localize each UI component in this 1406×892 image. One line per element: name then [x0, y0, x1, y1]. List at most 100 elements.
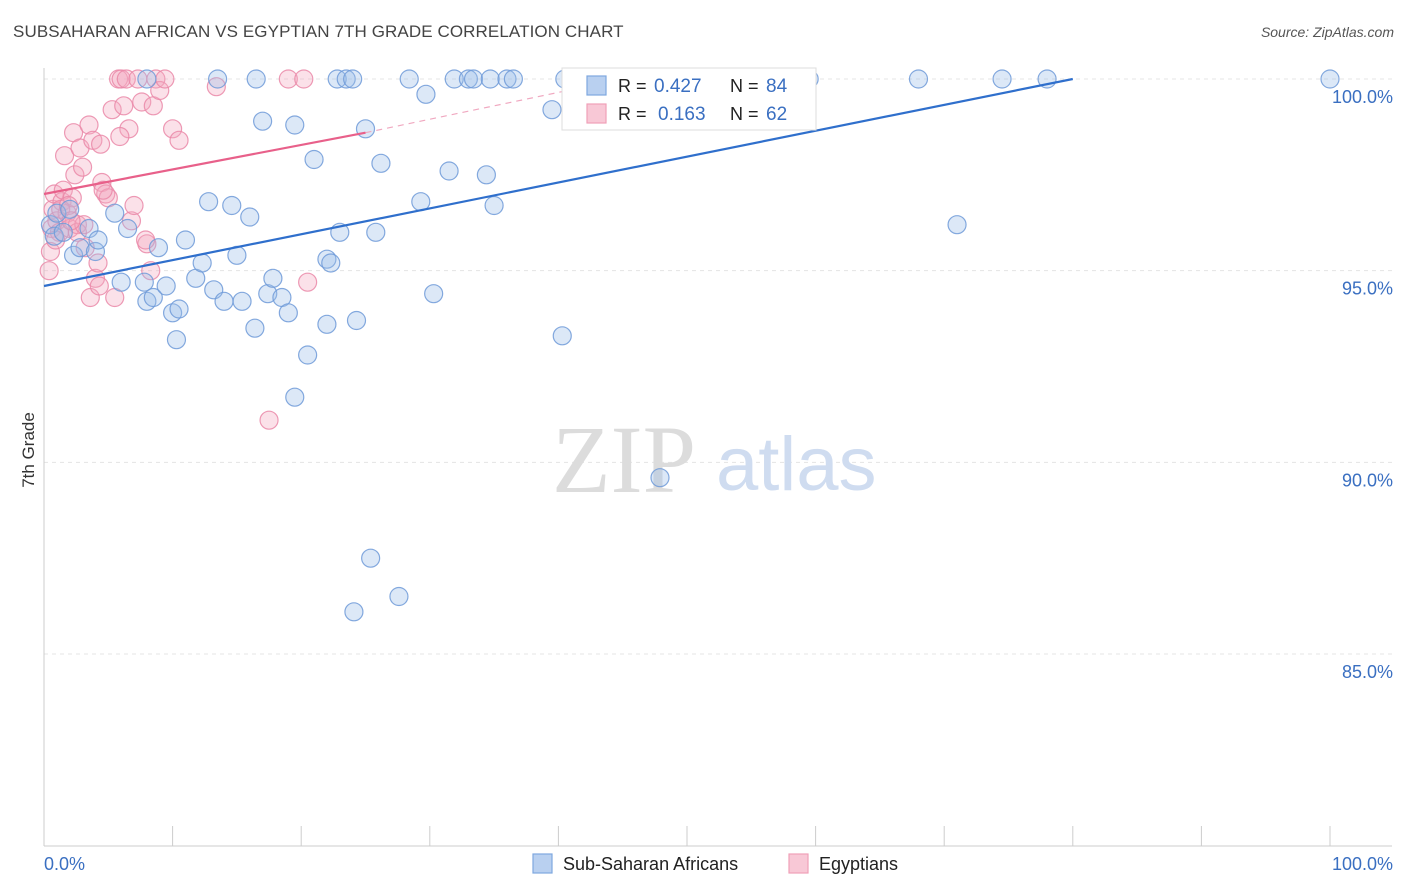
sub-saharan-point-46 — [344, 602, 364, 622]
egyptians-point-50 — [294, 69, 314, 89]
sub-saharan-point-81 — [503, 69, 523, 89]
sub-saharan-point-19 — [166, 330, 187, 350]
x-tick-label-0: 0.0% — [44, 854, 85, 874]
egyptians-point-37 — [124, 195, 144, 216]
sub-saharan-point-37 — [285, 387, 305, 407]
sub-saharan-point-13 — [134, 272, 154, 292]
egyptians-point-44 — [150, 80, 170, 101]
egyptians-point-9 — [54, 146, 75, 166]
legend-n-value-2: 62 — [766, 104, 787, 125]
sub-saharan-point-78 — [317, 314, 337, 334]
sub-saharan-point-10 — [105, 203, 125, 223]
sub-saharan-point-79 — [343, 69, 363, 89]
egyptians-point-1 — [40, 241, 61, 262]
watermark: ZIP atlas — [552, 406, 877, 513]
egyptians-point-56 — [74, 215, 94, 235]
legend-r-value-1: 0.427 — [654, 76, 702, 97]
sub-saharan-point-42 — [321, 253, 341, 273]
stats-legend: R = 0.427 N = 84 R = 0.163 N = 62 — [561, 67, 817, 131]
x-tick-label-100: 100.0% — [1332, 854, 1393, 874]
sub-saharan-point-17 — [156, 276, 176, 296]
y-axis-title: 7th Grade — [19, 412, 38, 488]
sub-saharan-point-16 — [148, 238, 169, 258]
sub-saharan-point-27 — [222, 195, 242, 216]
sub-saharan-point-62 — [480, 69, 500, 89]
sub-saharan-point-26 — [214, 291, 234, 311]
sub-saharan-point-30 — [240, 207, 260, 227]
sub-saharan-point-58 — [444, 69, 464, 89]
egyptians-point-25 — [90, 134, 111, 154]
egyptians-point-49 — [278, 69, 298, 89]
sub-saharan-point-34 — [263, 268, 283, 288]
sub-saharan-point-66 — [542, 100, 562, 120]
legend-n-label-2: N = — [730, 104, 759, 124]
sub-saharan-point-39 — [298, 345, 318, 365]
sub-saharan-point-45 — [336, 69, 356, 89]
sub-saharan-point-61 — [476, 165, 496, 185]
egyptians-point-23 — [88, 253, 108, 273]
sub-saharan-point-49 — [361, 548, 381, 568]
grid-lines — [44, 78, 1392, 655]
sub-saharan-point-57 — [439, 161, 459, 181]
sub-saharan-point-55 — [416, 84, 436, 104]
egyptians-point-17 — [72, 157, 93, 177]
sub-saharan-point-75 — [992, 69, 1012, 89]
egyptians-point-39 — [132, 92, 152, 112]
sub-saharan-point-23 — [192, 253, 212, 273]
sub-saharan-point-21 — [175, 230, 196, 250]
series-legend: Sub-Saharan Africans Egyptians — [532, 853, 898, 874]
sub-saharan-point-29 — [232, 291, 252, 311]
sub-saharan-point-40 — [304, 149, 324, 170]
sub-saharan-point-53 — [399, 69, 419, 89]
sub-saharan-point-80 — [208, 69, 228, 89]
legend-n-value-1: 84 — [766, 76, 788, 97]
bottom-legend-swatch-egy — [788, 853, 809, 874]
y-tick-label-85: 85.0% — [1342, 662, 1393, 682]
sub-saharan-point-11 — [117, 218, 138, 239]
legend-swatch-ssa — [586, 75, 607, 96]
legend-r-label-2: R = — [618, 104, 647, 124]
egyptians-point-53 — [67, 222, 88, 242]
sub-saharan-point-41 — [317, 249, 337, 269]
egyptians-point-32 — [111, 69, 131, 89]
sub-saharan-point-3 — [53, 222, 73, 242]
x-tick-labels: 0.0% 100.0% — [44, 854, 1393, 874]
egyptians-point-19 — [79, 115, 99, 135]
axes — [43, 68, 1392, 847]
sub-saharan-points — [40, 69, 1340, 622]
sub-saharan-point-20 — [169, 299, 189, 319]
y-tick-label-95: 95.0% — [1342, 279, 1393, 299]
egyptians-point-51 — [298, 272, 318, 292]
y-tick-labels: 85.0% 90.0% 95.0% 100.0% — [1332, 87, 1393, 682]
egyptians-point-33 — [114, 96, 134, 116]
bottom-legend-label-egy: Egyptians — [819, 854, 898, 874]
sub-saharan-point-69 — [650, 468, 670, 488]
sub-saharan-point-77 — [1320, 69, 1340, 89]
egyptians-point-24 — [89, 276, 109, 296]
sub-saharan-point-65 — [552, 326, 572, 346]
sub-saharan-point-83 — [246, 69, 266, 89]
watermark-atlas: atlas — [716, 422, 877, 507]
egyptians-point-34 — [116, 69, 136, 89]
sub-saharan-point-74 — [947, 215, 967, 235]
legend-r-label-1: R = — [618, 76, 647, 96]
egyptians-point-58 — [93, 180, 113, 200]
sub-saharan-point-52 — [389, 586, 409, 607]
y-tick-label-90: 90.0% — [1342, 470, 1393, 490]
bottom-legend-swatch-ssa — [532, 853, 553, 874]
sub-saharan-point-9 — [88, 230, 108, 250]
sub-saharan-point-5 — [63, 245, 84, 265]
sub-saharan-point-15 — [143, 287, 163, 308]
egyptians-point-0 — [39, 261, 59, 281]
sub-saharan-point-64 — [497, 69, 517, 89]
sub-saharan-point-24 — [199, 192, 219, 212]
sub-saharan-point-8 — [85, 241, 106, 262]
legend-r-value-2: 0.163 — [658, 104, 706, 125]
egyptians-point-48 — [259, 410, 279, 430]
egyptians-point-45 — [163, 119, 183, 139]
sub-saharan-point-48 — [355, 119, 376, 139]
sub-saharan-point-82 — [137, 69, 157, 89]
egyptians-point-14 — [65, 165, 85, 185]
sub-saharan-point-51 — [371, 153, 391, 173]
